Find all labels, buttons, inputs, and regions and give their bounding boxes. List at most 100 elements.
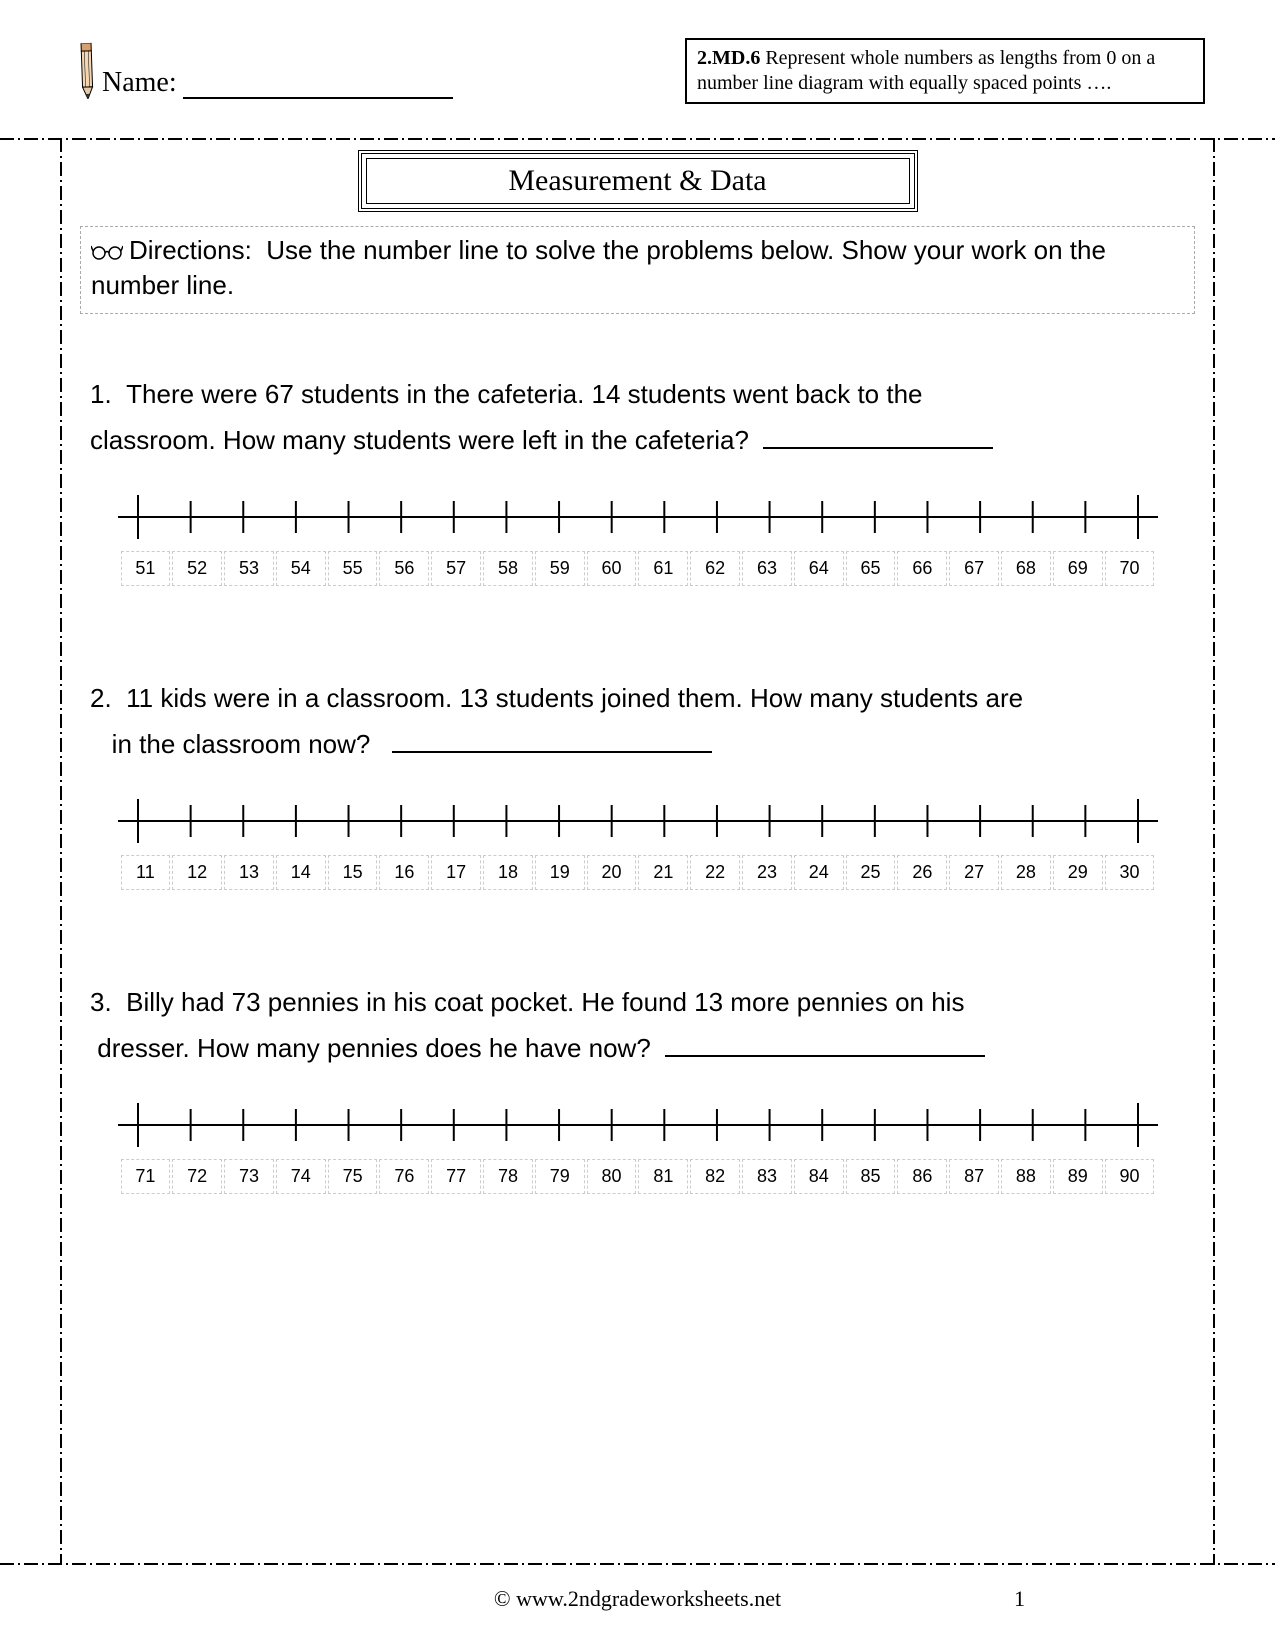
problem-text: 2. 11 kids were in a classroom. 13 stude… bbox=[80, 676, 1195, 767]
glasses-icon bbox=[91, 243, 123, 261]
footer-copyright: © www.2ndgradeworksheets.net bbox=[0, 1586, 1275, 1612]
content-area: Measurement & Data Directions: Use the n… bbox=[60, 140, 1215, 1560]
worksheet-title: Measurement & Data bbox=[358, 150, 918, 212]
tick-label: 68 bbox=[1001, 551, 1051, 586]
numberline-labels: 7172737475767778798081828384858687888990 bbox=[118, 1159, 1158, 1194]
numberline-2: 1112131415161718192021222324252627282930 bbox=[80, 793, 1195, 890]
tick-label: 58 bbox=[483, 551, 533, 586]
standard-box: 2.MD.6 Represent whole numbers as length… bbox=[685, 38, 1205, 104]
directions-label: Directions: bbox=[129, 235, 252, 265]
tick-label: 54 bbox=[276, 551, 326, 586]
tick-label: 52 bbox=[172, 551, 222, 586]
tick-label: 51 bbox=[121, 551, 171, 586]
tick-label: 83 bbox=[742, 1159, 792, 1194]
tick-label: 13 bbox=[224, 855, 274, 890]
tick-label: 56 bbox=[379, 551, 429, 586]
tick-label: 74 bbox=[276, 1159, 326, 1194]
tick-label: 67 bbox=[949, 551, 999, 586]
numberline-labels: 1112131415161718192021222324252627282930 bbox=[118, 855, 1158, 890]
problem-number: 2. bbox=[90, 683, 112, 713]
tick-label: 76 bbox=[379, 1159, 429, 1194]
answer-blank[interactable] bbox=[665, 1055, 985, 1057]
tick-label: 25 bbox=[846, 855, 896, 890]
tick-label: 27 bbox=[949, 855, 999, 890]
tick-label: 55 bbox=[328, 551, 378, 586]
name-label: Name: bbox=[102, 67, 177, 99]
tick-label: 66 bbox=[897, 551, 947, 586]
tick-label: 84 bbox=[794, 1159, 844, 1194]
tick-label: 20 bbox=[587, 855, 637, 890]
tick-label: 26 bbox=[897, 855, 947, 890]
tick-label: 23 bbox=[742, 855, 792, 890]
tick-label: 62 bbox=[690, 551, 740, 586]
answer-blank[interactable] bbox=[763, 447, 993, 449]
numberline-1: 5152535455565758596061626364656667686970 bbox=[80, 489, 1195, 586]
problem-line-a: Billy had 73 pennies in his coat pocket.… bbox=[126, 987, 964, 1017]
tick-label: 87 bbox=[949, 1159, 999, 1194]
header-row: Name: 2.MD.6 Represent whole numbers as … bbox=[78, 38, 1205, 104]
tick-label: 29 bbox=[1053, 855, 1103, 890]
tick-label: 28 bbox=[1001, 855, 1051, 890]
tick-label: 77 bbox=[431, 1159, 481, 1194]
problem-2: 2. 11 kids were in a classroom. 13 stude… bbox=[80, 676, 1195, 890]
tick-label: 72 bbox=[172, 1159, 222, 1194]
tick-label: 65 bbox=[846, 551, 896, 586]
tick-label: 73 bbox=[224, 1159, 274, 1194]
tick-label: 89 bbox=[1053, 1159, 1103, 1194]
tick-label: 63 bbox=[742, 551, 792, 586]
tick-label: 61 bbox=[638, 551, 688, 586]
tick-label: 60 bbox=[587, 551, 637, 586]
tick-label: 71 bbox=[121, 1159, 171, 1194]
tick-label: 57 bbox=[431, 551, 481, 586]
tick-label: 30 bbox=[1105, 855, 1155, 890]
tick-label: 64 bbox=[794, 551, 844, 586]
tick-label: 11 bbox=[121, 855, 171, 890]
numberline-labels: 5152535455565758596061626364656667686970 bbox=[118, 551, 1158, 586]
problem-line-b: dresser. How many pennies does he have n… bbox=[97, 1033, 651, 1063]
tick-label: 78 bbox=[483, 1159, 533, 1194]
tick-label: 79 bbox=[535, 1159, 585, 1194]
tick-label: 75 bbox=[328, 1159, 378, 1194]
tick-label: 90 bbox=[1105, 1159, 1155, 1194]
tick-label: 17 bbox=[431, 855, 481, 890]
tick-label: 22 bbox=[690, 855, 740, 890]
bottom-cut-line bbox=[0, 1563, 1275, 1565]
tick-label: 86 bbox=[897, 1159, 947, 1194]
tick-label: 12 bbox=[172, 855, 222, 890]
tick-label: 81 bbox=[638, 1159, 688, 1194]
tick-label: 53 bbox=[224, 551, 274, 586]
page-number: 1 bbox=[1014, 1586, 1025, 1612]
numberline-svg bbox=[118, 1097, 1158, 1153]
pencil-icon bbox=[77, 43, 97, 100]
tick-label: 14 bbox=[276, 855, 326, 890]
tick-label: 82 bbox=[690, 1159, 740, 1194]
tick-label: 19 bbox=[535, 855, 585, 890]
standard-text: Represent whole numbers as lengths from … bbox=[697, 47, 1155, 94]
problem-1: 1. There were 67 students in the cafeter… bbox=[80, 372, 1195, 586]
tick-label: 85 bbox=[846, 1159, 896, 1194]
problem-text: 1. There were 67 students in the cafeter… bbox=[80, 372, 1195, 463]
tick-label: 24 bbox=[794, 855, 844, 890]
tick-label: 16 bbox=[379, 855, 429, 890]
problem-3: 3. Billy had 73 pennies in his coat pock… bbox=[80, 980, 1195, 1194]
problem-line-b: classroom. How many students were left i… bbox=[90, 425, 749, 455]
numberline-svg bbox=[118, 489, 1158, 545]
numberline-3: 7172737475767778798081828384858687888990 bbox=[80, 1097, 1195, 1194]
tick-label: 21 bbox=[638, 855, 688, 890]
problem-line-a: There were 67 students in the cafeteria.… bbox=[126, 379, 922, 409]
problem-line-a: 11 kids were in a classroom. 13 students… bbox=[126, 683, 1023, 713]
tick-label: 70 bbox=[1105, 551, 1155, 586]
answer-blank[interactable] bbox=[392, 751, 712, 753]
directions-box: Directions: Use the number line to solve… bbox=[80, 226, 1195, 314]
tick-label: 69 bbox=[1053, 551, 1103, 586]
tick-label: 88 bbox=[1001, 1159, 1051, 1194]
name-area: Name: bbox=[78, 43, 453, 99]
problem-number: 3. bbox=[90, 987, 112, 1017]
name-input-line[interactable] bbox=[183, 71, 453, 99]
standard-code: 2.MD.6 bbox=[697, 47, 760, 69]
problem-line-b: in the classroom now? bbox=[112, 729, 371, 759]
tick-label: 80 bbox=[587, 1159, 637, 1194]
problem-number: 1. bbox=[90, 379, 112, 409]
tick-label: 15 bbox=[328, 855, 378, 890]
numberline-svg bbox=[118, 793, 1158, 849]
